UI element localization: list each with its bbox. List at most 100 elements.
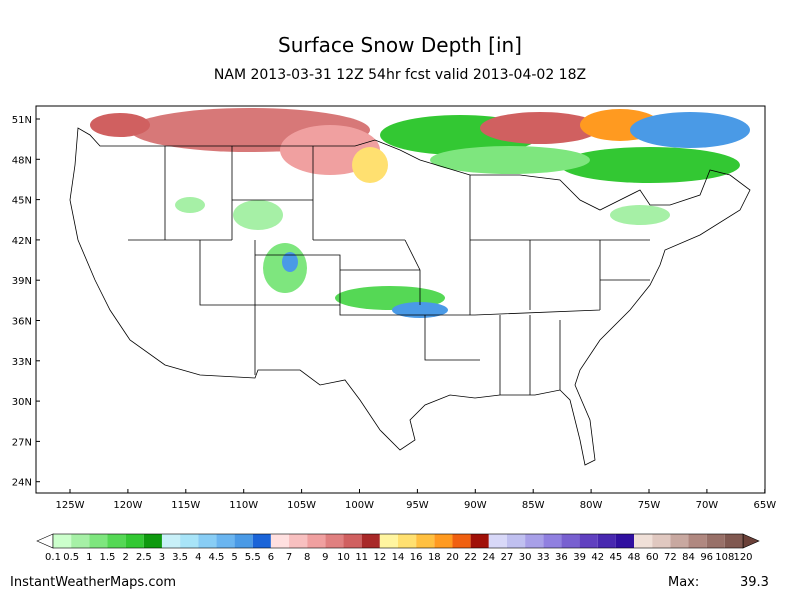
colorbar-label: 120 — [733, 552, 752, 563]
colorbar-label: 18 — [428, 552, 441, 563]
colorbar-box — [724, 534, 743, 548]
colorbar-box — [506, 534, 526, 548]
colorbar-box — [525, 534, 544, 548]
colorbar-outline — [52, 533, 744, 549]
colorbar-box — [597, 534, 616, 548]
colorbar-box — [416, 534, 435, 548]
colorbar-box — [307, 534, 326, 548]
colorbar-label: 16 — [410, 552, 423, 563]
lon-label: 105W — [287, 500, 316, 511]
colorbar-label: 1.5 — [100, 552, 116, 563]
colorbar-box — [180, 534, 199, 548]
lon-label: 110W — [229, 500, 258, 511]
snow-shading — [90, 108, 750, 318]
colorbar-box — [561, 534, 580, 548]
colorbar-box — [706, 534, 725, 548]
colorbar-label: 3 — [159, 552, 165, 563]
colorbar-label: 45 — [610, 552, 623, 563]
colorbar-box — [488, 534, 507, 548]
colorbar-label: 0.1 — [45, 552, 61, 563]
lon-label: 120W — [113, 500, 142, 511]
colorbar-label: 5.5 — [245, 552, 261, 563]
colorbar-box — [216, 534, 235, 548]
colorbar-box — [143, 534, 162, 548]
colorbar-over — [742, 533, 760, 549]
colorbar-box — [634, 534, 653, 548]
colorbar-box — [252, 534, 271, 548]
colorbar-label: 5 — [231, 552, 237, 563]
colorbar-label: 4 — [195, 552, 201, 563]
lat-label: 39N — [12, 276, 32, 287]
lon-label: 125W — [56, 500, 85, 511]
colorbar-box — [234, 534, 253, 548]
colorbar-box — [452, 534, 471, 548]
colorbar-label: 8 — [304, 552, 310, 563]
colorbar-label: 39 — [573, 552, 586, 563]
colorbar-box — [688, 534, 707, 548]
source: InstantWeatherMaps.com — [10, 575, 176, 590]
colorbar-box — [343, 534, 362, 548]
colorbar: 0.1 0.5 1 1.5 2 2.5 3 3.5 4 4.5 5 5.5 6 7 8 9 10 11 12 14 16… — [36, 533, 760, 563]
colorbar-label: 3.5 — [172, 552, 188, 563]
colorbar-label: 60 — [646, 552, 659, 563]
colorbar-label: 108 — [715, 552, 734, 563]
colorbar-box — [670, 534, 689, 548]
colorbar-label: 33 — [537, 552, 550, 563]
max-label: Max: — [668, 575, 699, 590]
colorbar-label: 96 — [700, 552, 713, 563]
max-value: 39.3 — [740, 575, 769, 590]
title: Surface Snow Depth [in] — [278, 33, 522, 57]
lon-label: 100W — [345, 500, 374, 511]
colorbar-label: 11 — [355, 552, 368, 563]
colorbar-box — [125, 534, 144, 548]
colorbar-label: 7 — [286, 552, 292, 563]
colorbar-label: 2 — [122, 552, 128, 563]
colorbar-box — [71, 534, 90, 548]
colorbar-box — [361, 534, 380, 548]
colorbar-box — [161, 534, 181, 548]
colorbar-box — [579, 534, 598, 548]
colorbar-box — [270, 534, 290, 548]
lat-label: 24N — [12, 478, 32, 489]
lon-label: 70W — [696, 500, 719, 511]
colorbar-label: 9 — [322, 552, 328, 563]
lat-label: 36N — [12, 317, 32, 328]
colorbar-label: 48 — [628, 552, 641, 563]
lon-label: 95W — [406, 500, 429, 511]
colorbar-label: 6 — [268, 552, 274, 563]
lon-label: 80W — [580, 500, 603, 511]
colorbar-label: 72 — [664, 552, 677, 563]
lon-label: 75W — [638, 500, 661, 511]
colorbar-label: 1 — [86, 552, 92, 563]
colorbar-label: 4.5 — [208, 552, 224, 563]
colorbar-box — [89, 534, 108, 548]
lat-label: 42N — [12, 236, 32, 247]
lat-label: 30N — [12, 397, 32, 408]
colorbar-label: 12 — [373, 552, 386, 563]
axes: 51N 48N 45N 42N 39N 36N 33N 30N 27N 24N 125W 120W 11… — [12, 115, 776, 511]
colorbar-label: 2.5 — [136, 552, 152, 563]
lon-label: 65W — [753, 500, 776, 511]
lon-label: 115W — [171, 500, 200, 511]
colorbar-label: 27 — [501, 552, 514, 563]
lat-label: 51N — [12, 115, 32, 126]
colorbar-label: 24 — [482, 552, 495, 563]
colorbar-box — [470, 534, 489, 548]
basemap — [69, 127, 751, 466]
colorbar-label: 20 — [446, 552, 459, 563]
colorbar-box — [289, 534, 308, 548]
lat-label: 48N — [12, 155, 32, 166]
colorbar-label: 36 — [555, 552, 568, 563]
map-frame — [35, 105, 766, 494]
colorbar-box — [53, 534, 72, 548]
colorbar-label: 10 — [337, 552, 350, 563]
colorbar-box — [379, 534, 398, 548]
lon-label: 90W — [464, 500, 487, 511]
colorbar-label: 30 — [519, 552, 532, 563]
colorbar-box — [198, 534, 217, 548]
subtitle: NAM 2013-03-31 12Z 54hr fcst valid 2013-… — [214, 67, 586, 83]
lat-label: 45N — [12, 196, 32, 207]
colorbar-box — [543, 534, 562, 548]
